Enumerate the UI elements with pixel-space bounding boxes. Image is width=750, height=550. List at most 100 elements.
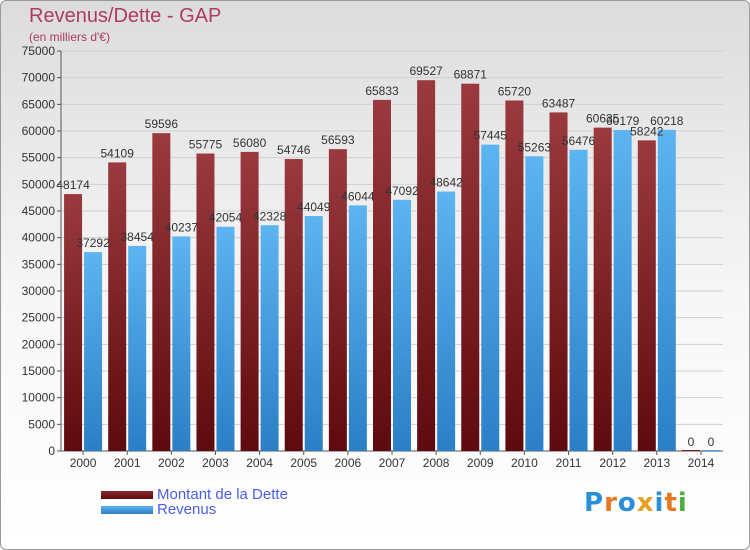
x-tick-label: 2013	[643, 456, 670, 470]
data-label: 56080	[233, 136, 267, 150]
proxiti-logo: Proxiti	[584, 488, 688, 518]
y-tick-label: 55000	[22, 151, 56, 165]
data-label: 38454	[121, 230, 155, 244]
y-tick-label: 60000	[22, 124, 56, 138]
logo-letter: r	[604, 488, 618, 518]
x-tick-label: 2005	[290, 456, 317, 470]
data-label: 0	[688, 435, 695, 449]
chart-title: Revenus/Dette - GAP	[29, 5, 222, 27]
y-tick-label: 70000	[22, 71, 56, 85]
data-label: 55775	[189, 138, 223, 152]
y-tick-label: 20000	[22, 337, 56, 351]
data-label: 37292	[76, 236, 110, 250]
x-tick-label: 2008	[423, 456, 450, 470]
data-label: 68871	[454, 68, 488, 82]
bar-revenus	[260, 225, 279, 451]
axes: 0500010000150002000025000300003500040000…	[22, 44, 723, 470]
bar-debt	[461, 83, 480, 452]
data-label: 56593	[321, 133, 355, 147]
logo-letter: t	[664, 488, 678, 518]
bar-revenus	[172, 236, 191, 451]
data-label: 44049	[297, 200, 331, 214]
x-tick-label: 2014	[688, 456, 715, 470]
bar-revenus	[393, 199, 411, 451]
data-label: 40237	[165, 220, 199, 234]
x-tick-label: 2007	[379, 456, 406, 470]
data-label: 54109	[101, 146, 135, 160]
y-tick-label: 15000	[22, 364, 56, 378]
bar-revenus	[613, 130, 632, 451]
logo-letter: o	[617, 488, 637, 518]
data-label: 0	[708, 435, 715, 449]
x-tick-label: 2003	[202, 456, 229, 470]
chart-subtitle: (en milliers d'€)	[29, 30, 110, 44]
y-tick-label: 25000	[22, 311, 56, 325]
data-label: 69527	[409, 64, 443, 78]
y-tick-label: 45000	[22, 204, 56, 218]
logo-letter: i	[654, 488, 665, 518]
y-tick-label: 50000	[22, 177, 56, 191]
bar-debt	[240, 151, 259, 451]
bar-revenus	[569, 149, 588, 451]
legend-label-revenus: Revenus	[157, 501, 217, 518]
logo-letter: x	[636, 488, 655, 518]
bar-revenus	[657, 129, 676, 451]
y-tick-label: 75000	[22, 44, 56, 58]
data-labels: 48174 37292 54109 38454 59596 40237 55775 42054…	[56, 64, 714, 449]
legend-swatch-revenus	[101, 506, 153, 514]
bar-revenus	[216, 226, 235, 451]
bar-revenus	[701, 450, 720, 451]
bar-debt	[593, 127, 612, 451]
bar-debt	[108, 162, 127, 451]
x-tick-label: 2004	[246, 456, 273, 470]
bar-debt	[328, 149, 347, 452]
data-label: 60179	[606, 114, 640, 128]
data-label: 56476	[562, 134, 596, 148]
data-label: 65833	[365, 84, 399, 98]
data-label: 42054	[209, 211, 243, 225]
bar-revenus	[525, 156, 544, 452]
bar-debt	[505, 100, 524, 451]
legend-label-debt: Montant de la Dette	[157, 486, 288, 503]
bar-revenus	[437, 191, 456, 452]
bar-debt	[196, 153, 215, 452]
data-label: 60635	[586, 112, 620, 126]
bar-debt	[64, 194, 83, 451]
x-tick-label: 2012	[599, 456, 626, 470]
x-tick-label: 2000	[70, 456, 97, 470]
bar-debt	[284, 159, 303, 451]
y-tick-label: 30000	[22, 284, 56, 298]
y-tick-label: 65000	[22, 97, 56, 111]
data-label: 54746	[277, 143, 311, 157]
bar-revenus	[304, 216, 323, 451]
x-tick-label: 2001	[114, 456, 141, 470]
data-label: 58242	[630, 124, 664, 138]
data-label: 63487	[542, 96, 576, 110]
bar-debt	[637, 140, 656, 451]
x-tick-label: 2002	[158, 456, 185, 470]
bar-debt	[681, 450, 700, 451]
y-tick-label: 40000	[22, 231, 56, 245]
logo-letter: i	[677, 488, 688, 518]
bar-revenus	[84, 252, 103, 451]
data-label: 55263	[518, 140, 552, 154]
y-tick-label: 10000	[22, 391, 56, 405]
data-label: 48642	[429, 176, 463, 190]
bar-debt	[152, 133, 171, 451]
bar-debt	[373, 99, 391, 452]
y-tick-label: 0	[48, 444, 55, 458]
data-label: 57445	[474, 129, 508, 143]
data-label: 46044	[341, 189, 375, 203]
data-label: 60218	[650, 114, 684, 128]
x-tick-label: 2011	[556, 456, 582, 470]
bar-debt	[417, 80, 436, 451]
y-tick-label: 35000	[22, 257, 56, 271]
x-tick-label: 2006	[335, 456, 362, 470]
data-label: 48174	[56, 178, 90, 192]
y-tick-label: 5000	[28, 417, 55, 431]
data-label: 59596	[145, 117, 179, 131]
x-tick-label: 2010	[511, 456, 538, 470]
legend-swatch-debt	[101, 491, 153, 499]
